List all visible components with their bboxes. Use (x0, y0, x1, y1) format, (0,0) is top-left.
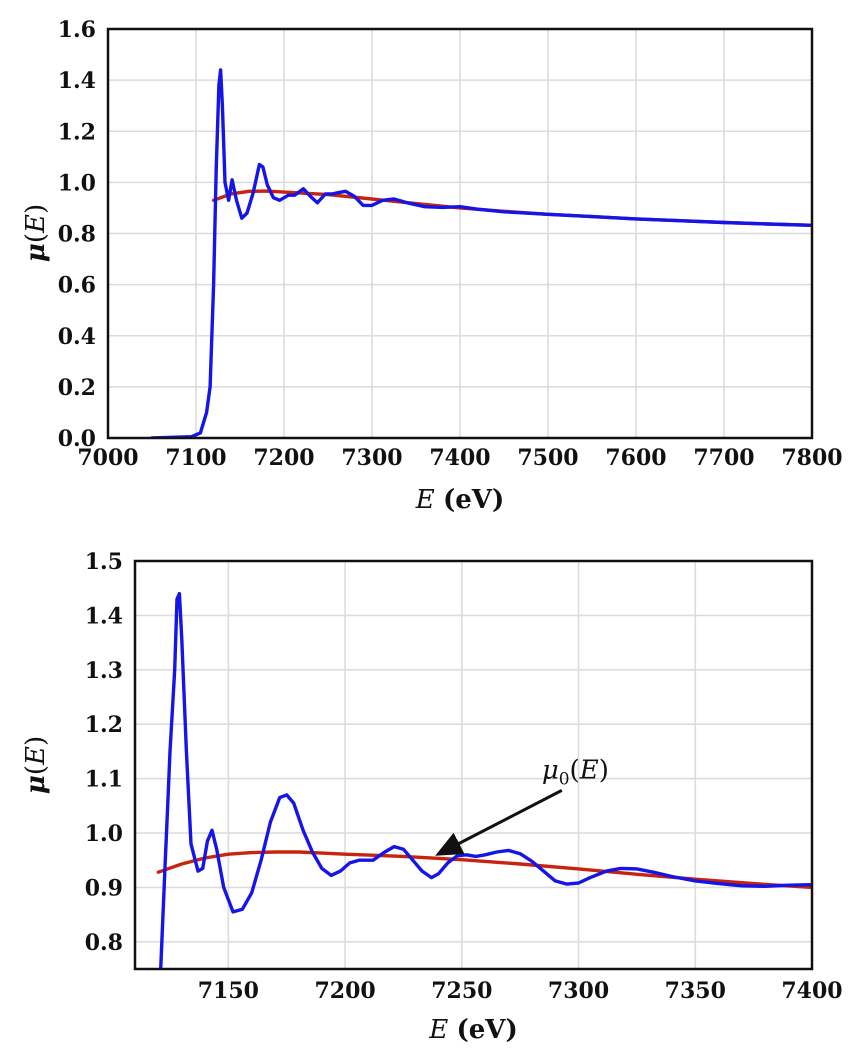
x-tick-label: 7400 (781, 978, 842, 1004)
y-tick-label: 1.4 (85, 603, 123, 629)
y-tick-label: 0.6 (58, 273, 96, 299)
annotation-label: μ0(E) (542, 755, 609, 789)
plot-frame (133, 559, 814, 971)
x-tick-label: 7200 (253, 445, 314, 471)
x-axis-label-var: E (428, 1015, 448, 1045)
annotation-var: μ (542, 755, 559, 785)
y-tick-label: 1.5 (85, 549, 123, 575)
x-tick-label: 7350 (665, 978, 726, 1004)
x-tick-label: 7000 (77, 445, 138, 471)
x-axis-label: E (eV) (428, 1015, 518, 1045)
x-axis-label-var: E (415, 485, 435, 515)
series-line-measured (158, 591, 812, 969)
x-tick-label: 7250 (431, 978, 492, 1004)
y-tick-label: 1.1 (85, 767, 123, 793)
annotation-open: ( (570, 755, 580, 785)
annotation-subscript: 0 (559, 769, 570, 789)
y-tick-label: 1.2 (58, 119, 96, 145)
series-group (156, 591, 812, 969)
x-axis-label-unit: (eV) (456, 1015, 517, 1045)
x-tick-label: 7400 (429, 445, 490, 471)
chart-top-panel: 7000 7100 7200 7300 7400 7500 7600 7700 7800 0.0 0… (21, 17, 843, 515)
y-axis-label-var: μ (21, 243, 51, 262)
y-tick-label: 1.2 (85, 712, 123, 738)
y-tick-label: 1.0 (58, 170, 96, 196)
y-tick-label: 0.9 (85, 875, 123, 901)
x-tick-label: 7700 (693, 445, 754, 471)
y-tick-label: 0.4 (58, 324, 96, 350)
y-axis-label-arg: E (21, 746, 51, 766)
y-axis-label-close: ) (21, 736, 51, 746)
y-axis-label-open: ( (21, 765, 51, 775)
x-tick-label: 7500 (517, 445, 578, 471)
y-tick-label: 1.3 (85, 658, 123, 684)
annotation-arg: E (579, 755, 599, 785)
x-axis-label: E (eV) (415, 485, 505, 515)
x-tick-label: 7600 (605, 445, 666, 471)
y-tick-label: 0.0 (58, 426, 96, 452)
annotation-close: ) (599, 755, 609, 785)
y-axis-label-open: ( (21, 233, 51, 243)
x-axis-label-unit: (eV) (443, 485, 504, 515)
y-axis-label-close: ) (21, 204, 51, 214)
tick-labels: 7000 7100 7200 7300 7400 7500 7600 7700 7800 0.0 0… (58, 17, 843, 471)
plot-frame (106, 27, 814, 440)
tick-labels: 7150 7200 7250 7300 7350 7400 0.8 0.9 1.0 1.1 1.2 1… (85, 549, 843, 1004)
x-tick-label: 7150 (198, 978, 259, 1004)
series-line-background (211, 189, 812, 228)
y-tick-label: 1.4 (58, 68, 96, 94)
x-tick-label: 7200 (314, 978, 375, 1004)
x-tick-label: 7800 (781, 445, 842, 471)
y-tick-label: 0.2 (58, 375, 96, 401)
y-tick-label: 0.8 (85, 930, 123, 956)
series-group (150, 68, 812, 438)
y-tick-label: 1.6 (58, 17, 96, 43)
chart-bottom-panel: 7150 7200 7250 7300 7350 7400 0.8 0.9 1.0 1.1 1.2 1… (21, 549, 843, 1045)
x-tick-label: 7300 (341, 445, 402, 471)
y-axis-label: μ(E) (21, 204, 51, 262)
y-axis-label-arg: E (21, 214, 51, 234)
grid (135, 560, 813, 969)
y-axis-label: μ(E) (21, 736, 51, 794)
series-line-background (156, 850, 812, 890)
x-tick-label: 7100 (165, 445, 226, 471)
y-tick-label: 1.0 (85, 821, 123, 847)
x-tick-label: 7300 (548, 978, 609, 1004)
series-line-measured (150, 68, 812, 438)
annotation-arrow (435, 789, 563, 856)
y-axis-label-var: μ (21, 775, 51, 794)
y-tick-label: 0.8 (58, 222, 96, 248)
